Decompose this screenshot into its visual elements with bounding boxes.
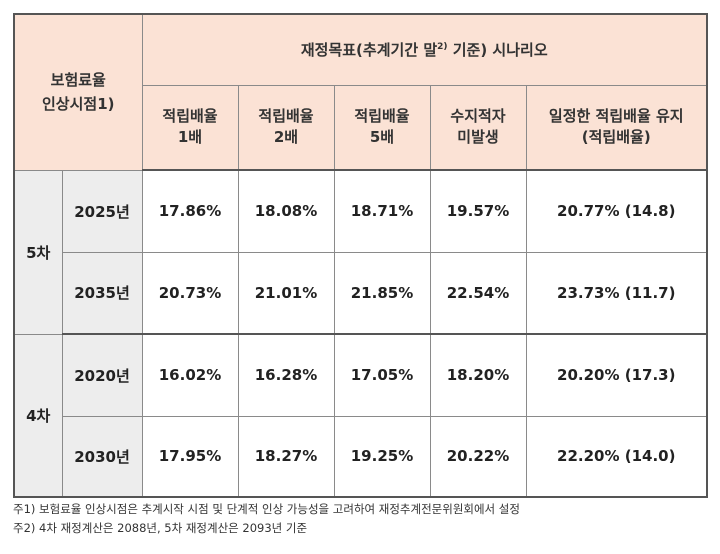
column-header: 적립배율 2배 <box>237 84 335 171</box>
table-cell: 20.20% (17.3) <box>525 333 708 417</box>
table-cell: 21.85% <box>333 251 431 335</box>
footnote-1: 주1) 보험료율 인상시점은 추계시작 시점 및 단계적 인상 가능성을 고려하… <box>13 502 520 516</box>
table-cell: 22.20% (14.0) <box>525 415 708 498</box>
column-header: 적립배율 1배 <box>141 84 239 171</box>
scenario-header: 재정목표(추계기간 말2) 기준) 시나리오 <box>141 13 708 86</box>
table-cell: 18.27% <box>237 415 335 498</box>
table-row: 5차 2025년 17.86% 18.08% 18.71% 19.57% 20.… <box>13 169 708 335</box>
column-header: 일정한 적립배율 유지 (적립배율) <box>525 84 708 171</box>
table-cell: 23.73% (11.7) <box>525 251 708 335</box>
table-cell: 20.22% <box>429 415 527 498</box>
footnote-2: 주2) 4차 재정계산은 2088년, 5차 재정계산은 2093년 기준 <box>13 521 308 535</box>
corner-header-line1: 보험료율 <box>50 71 106 90</box>
scenario-header-main: 재정목표(추계기간 말 <box>300 41 438 60</box>
corner-header-line2: 인상시점1) <box>42 95 115 114</box>
table-cell: 22.54% <box>429 251 527 335</box>
column-header: 적립배율 5배 <box>333 84 431 171</box>
table-cell: 20.77% (14.8) <box>525 169 708 253</box>
table-row: 4차 2020년 16.02% 16.28% 17.05% 18.20% 20.… <box>13 333 708 498</box>
footnotes: 주1) 보험료율 인상시점은 추계시작 시점 및 단계적 인상 가능성을 고려하… <box>13 500 520 538</box>
table-cell: 16.02% <box>141 333 239 417</box>
group-label: 4차 <box>13 333 63 498</box>
scenario-header-sup: 2) <box>437 42 448 53</box>
table-cell: 16.28% <box>237 333 335 417</box>
table-cell: 21.01% <box>237 251 335 335</box>
table-row: 2035년 20.73% 21.01% 21.85% 22.54% 23.73%… <box>14 251 708 335</box>
table-cell: 18.20% <box>429 333 527 417</box>
table-cell: 20.73% <box>141 251 239 335</box>
column-header: 수지적자 미발생 <box>429 84 527 171</box>
year-label: 2020년 <box>61 333 143 417</box>
year-label: 2025년 <box>61 169 143 253</box>
table-cell: 17.95% <box>141 415 239 498</box>
corner-header: 보험료율 인상시점1) <box>13 13 143 171</box>
year-label: 2035년 <box>61 251 143 335</box>
table-cell: 17.86% <box>141 169 239 253</box>
year-label: 2030년 <box>61 415 143 498</box>
contribution-rate-table: 보험료율 인상시점1) 재정목표(추계기간 말2) 기준) 시나리오 적립배율 1… <box>13 13 708 498</box>
table-cell: 17.05% <box>333 333 431 417</box>
table-cell: 18.71% <box>333 169 431 253</box>
table-cell: 19.57% <box>429 169 527 253</box>
table-cell: 18.08% <box>237 169 335 253</box>
table-cell: 19.25% <box>333 415 431 498</box>
scenario-header-tail: 기준) 시나리오 <box>447 41 548 60</box>
group-label: 5차 <box>13 169 63 335</box>
table-row: 2030년 17.95% 18.27% 19.25% 20.22% 22.20%… <box>14 415 708 498</box>
